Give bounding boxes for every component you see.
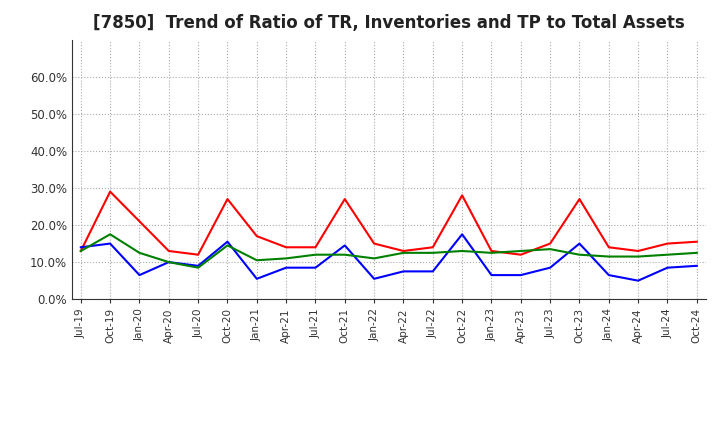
Title: [7850]  Trend of Ratio of TR, Inventories and TP to Total Assets: [7850] Trend of Ratio of TR, Inventories… <box>93 15 685 33</box>
Trade Receivables <box>663 241 672 246</box>
Inventories <box>516 272 525 278</box>
Trade Receivables <box>282 245 290 250</box>
Trade Receivables <box>516 252 525 257</box>
Trade Payables <box>516 248 525 253</box>
Trade Payables <box>399 250 408 256</box>
Trade Payables <box>164 260 173 265</box>
Trade Payables <box>106 231 114 237</box>
Inventories <box>76 245 85 250</box>
Trade Payables <box>76 248 85 253</box>
Inventories <box>546 265 554 270</box>
Inventories <box>135 272 144 278</box>
Trade Receivables <box>634 248 642 253</box>
Trade Payables <box>253 258 261 263</box>
Trade Payables <box>693 250 701 256</box>
Inventories <box>164 260 173 265</box>
Inventories <box>663 265 672 270</box>
Line: Trade Payables: Trade Payables <box>81 234 697 268</box>
Inventories <box>458 231 467 237</box>
Trade Payables <box>575 252 584 257</box>
Trade Payables <box>458 248 467 253</box>
Line: Trade Receivables: Trade Receivables <box>81 192 697 255</box>
Inventories <box>106 241 114 246</box>
Trade Receivables <box>693 239 701 244</box>
Trade Receivables <box>458 193 467 198</box>
Inventories <box>341 243 349 248</box>
Trade Receivables <box>311 245 320 250</box>
Inventories <box>311 265 320 270</box>
Trade Payables <box>282 256 290 261</box>
Inventories <box>399 269 408 274</box>
Inventories <box>428 269 437 274</box>
Trade Receivables <box>487 248 496 253</box>
Trade Receivables <box>428 245 437 250</box>
Trade Receivables <box>76 248 85 253</box>
Trade Receivables <box>575 196 584 202</box>
Trade Payables <box>663 252 672 257</box>
Trade Payables <box>634 254 642 259</box>
Inventories <box>693 263 701 268</box>
Trade Receivables <box>546 241 554 246</box>
Inventories <box>253 276 261 282</box>
Trade Receivables <box>605 245 613 250</box>
Trade Receivables <box>341 196 349 202</box>
Inventories <box>605 272 613 278</box>
Trade Payables <box>605 254 613 259</box>
Trade Payables <box>223 243 232 248</box>
Trade Payables <box>546 246 554 252</box>
Trade Receivables <box>106 189 114 194</box>
Inventories <box>194 263 202 268</box>
Inventories <box>634 278 642 283</box>
Trade Payables <box>135 250 144 256</box>
Trade Payables <box>194 265 202 270</box>
Trade Payables <box>370 256 379 261</box>
Trade Receivables <box>164 248 173 253</box>
Line: Inventories: Inventories <box>81 234 697 281</box>
Trade Receivables <box>223 196 232 202</box>
Trade Receivables <box>370 241 379 246</box>
Inventories <box>487 272 496 278</box>
Inventories <box>282 265 290 270</box>
Inventories <box>575 241 584 246</box>
Inventories <box>370 276 379 282</box>
Trade Receivables <box>135 219 144 224</box>
Trade Payables <box>311 252 320 257</box>
Trade Receivables <box>253 234 261 239</box>
Trade Payables <box>428 250 437 256</box>
Trade Receivables <box>399 248 408 253</box>
Trade Payables <box>341 252 349 257</box>
Inventories <box>223 239 232 244</box>
Trade Receivables <box>194 252 202 257</box>
Trade Payables <box>487 250 496 256</box>
